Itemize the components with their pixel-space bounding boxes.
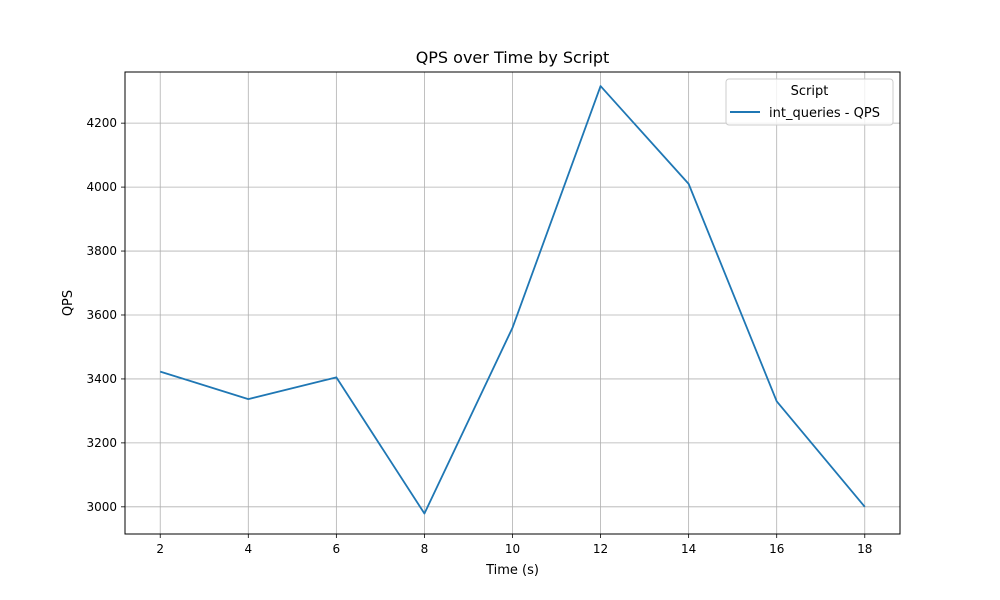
x-axis-label: Time (s) bbox=[485, 563, 539, 578]
y-tick-label: 3400 bbox=[86, 372, 117, 386]
legend: Script int_queries - QPS bbox=[725, 78, 894, 126]
legend-box bbox=[725, 78, 894, 126]
y-axis-ticks: 3000 3200 3400 3600 3800 4000 4200 bbox=[86, 116, 125, 514]
y-tick-label: 3800 bbox=[86, 244, 117, 258]
x-axis-ticks: 2 4 6 8 10 12 14 16 18 bbox=[156, 534, 872, 556]
y-tick-label: 3000 bbox=[86, 500, 117, 514]
x-tick-label: 12 bbox=[593, 542, 608, 556]
chart-title: QPS over Time by Script bbox=[416, 48, 610, 67]
legend-entry-int-queries: int_queries - QPS bbox=[769, 106, 880, 121]
x-tick-label: 18 bbox=[857, 542, 872, 556]
y-tick-label: 4200 bbox=[86, 116, 117, 130]
x-tick-label: 4 bbox=[244, 542, 252, 556]
y-tick-label: 3200 bbox=[86, 436, 117, 450]
y-tick-label: 3600 bbox=[86, 308, 117, 322]
series-layer bbox=[159, 85, 866, 515]
series-line-int-queries bbox=[159, 85, 866, 515]
y-tick-label: 4000 bbox=[86, 180, 117, 194]
y-axis-label: QPS bbox=[61, 290, 76, 316]
x-tick-label: 14 bbox=[681, 542, 696, 556]
x-tick-label: 10 bbox=[505, 542, 520, 556]
x-tick-label: 8 bbox=[421, 542, 429, 556]
legend-title: Script bbox=[791, 84, 829, 99]
x-tick-label: 16 bbox=[769, 542, 784, 556]
x-tick-label: 2 bbox=[156, 542, 164, 556]
x-tick-label: 6 bbox=[333, 542, 341, 556]
